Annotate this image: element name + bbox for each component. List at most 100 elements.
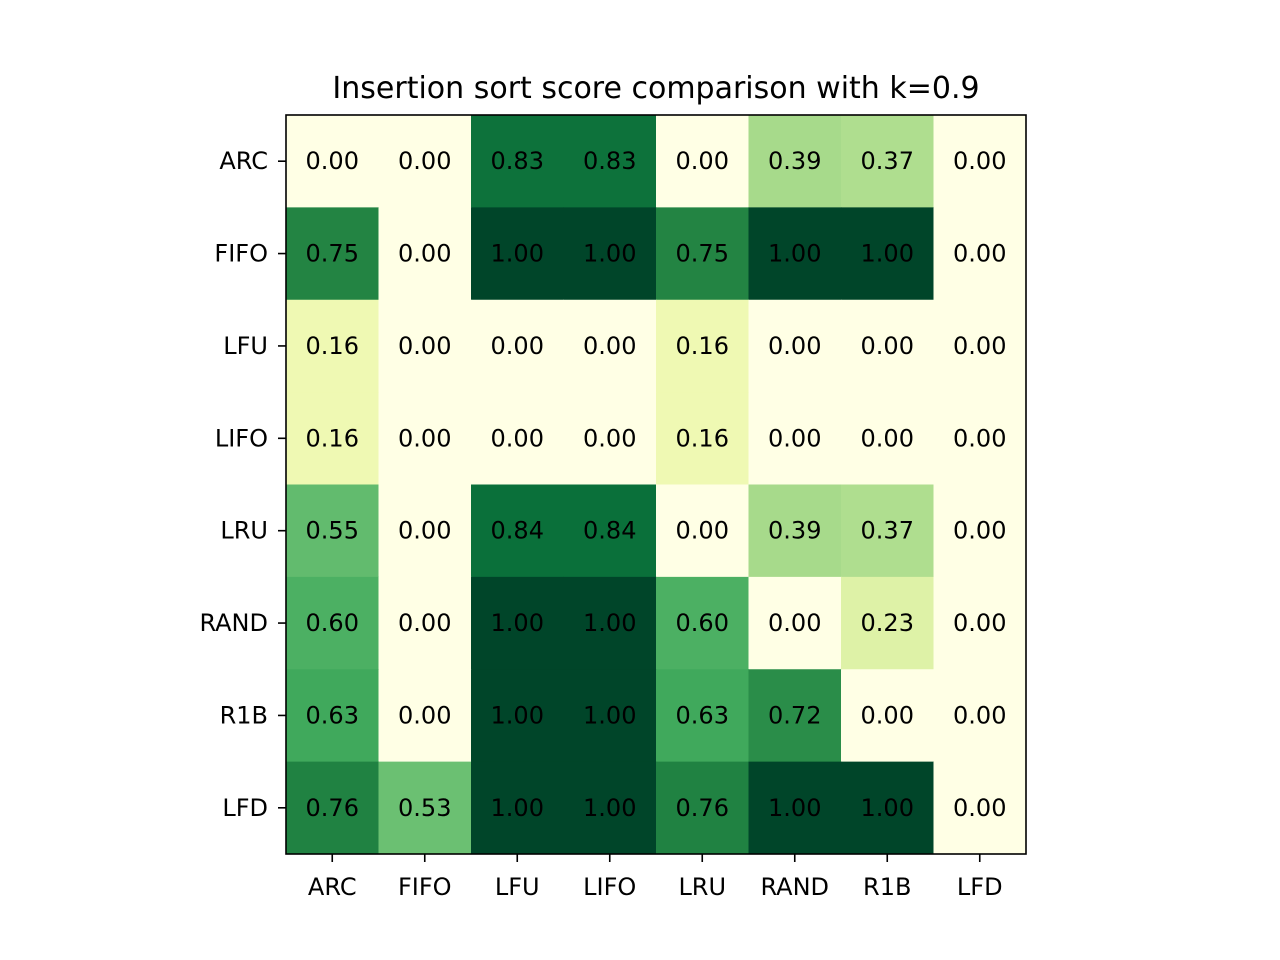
heatmap-cell-value: 0.83 bbox=[583, 147, 636, 175]
y-tick-label: LFU bbox=[223, 332, 268, 360]
heatmap-cell-value: 0.00 bbox=[953, 517, 1006, 545]
heatmap-cell bbox=[656, 484, 749, 578]
heatmap-cell-value: 0.63 bbox=[676, 701, 729, 729]
heatmap-cell bbox=[286, 207, 379, 301]
heatmap-cell-value: 0.53 bbox=[398, 794, 451, 822]
y-tick-label: FIFO bbox=[214, 240, 268, 268]
heatmap-cell bbox=[563, 299, 657, 393]
heatmap-cell-value: 0.76 bbox=[306, 794, 359, 822]
heatmap-cell bbox=[656, 115, 749, 208]
heatmap-cell-value: 0.39 bbox=[768, 517, 821, 545]
heatmap-cell-value: 0.63 bbox=[306, 701, 359, 729]
heatmap-cell-value: 0.00 bbox=[953, 147, 1006, 175]
heatmap-cell-value: 1.00 bbox=[491, 609, 544, 637]
heatmap-cell bbox=[748, 299, 842, 393]
heatmap-cell bbox=[656, 669, 749, 763]
heatmap-cell-value: 1.00 bbox=[583, 609, 636, 637]
heatmap-cell bbox=[656, 576, 749, 670]
heatmap-cell-value: 0.00 bbox=[953, 332, 1006, 360]
heatmap-cell bbox=[748, 484, 842, 578]
heatmap-cell-value: 0.16 bbox=[676, 332, 729, 360]
heatmap-cell bbox=[563, 115, 657, 208]
heatmap-cell-value: 0.00 bbox=[491, 424, 544, 452]
heatmap-cell-value: 0.00 bbox=[306, 147, 359, 175]
x-tick-label: ARC bbox=[308, 873, 357, 901]
heatmap-cell bbox=[471, 484, 564, 578]
heatmap-cell bbox=[933, 392, 1027, 485]
heatmap-cell bbox=[748, 761, 842, 855]
heatmap-cell bbox=[471, 299, 564, 393]
heatmap-cell-value: 0.00 bbox=[768, 332, 821, 360]
heatmap-cell bbox=[471, 392, 564, 485]
heatmap-cell-value: 0.84 bbox=[583, 517, 636, 545]
heatmap-cell-value: 0.00 bbox=[861, 332, 914, 360]
heatmap-cell-value: 0.00 bbox=[491, 332, 544, 360]
heatmap-cell-value: 0.37 bbox=[861, 517, 914, 545]
heatmap-cell bbox=[378, 299, 472, 393]
heatmap-cell bbox=[286, 576, 379, 670]
heatmap-cell-value: 0.00 bbox=[953, 701, 1006, 729]
heatmap-cell-value: 0.75 bbox=[306, 240, 359, 268]
heatmap-cell bbox=[933, 115, 1027, 208]
heatmap-cell bbox=[841, 484, 934, 578]
heatmap-cell-value: 0.00 bbox=[398, 147, 451, 175]
heatmap-cell-value: 0.00 bbox=[768, 609, 821, 637]
heatmap-cell-value: 0.60 bbox=[676, 609, 729, 637]
heatmap-cell bbox=[471, 576, 564, 670]
heatmap-cell bbox=[933, 299, 1027, 393]
heatmap-cell-value: 0.37 bbox=[861, 147, 914, 175]
heatmap-cell bbox=[378, 392, 472, 485]
heatmap-cell bbox=[841, 115, 934, 208]
heatmap-cell-value: 0.16 bbox=[676, 424, 729, 452]
heatmap-cell bbox=[471, 115, 564, 208]
heatmap-cell bbox=[656, 207, 749, 301]
plot-frame bbox=[285, 114, 1027, 855]
heatmap-cell bbox=[933, 576, 1027, 670]
heatmap-cell bbox=[471, 669, 564, 763]
heatmap-cell-value: 0.55 bbox=[306, 517, 359, 545]
heatmap-cell-value: 1.00 bbox=[583, 240, 636, 268]
heatmap-cell bbox=[748, 115, 842, 208]
y-tick-label: LRU bbox=[220, 517, 268, 545]
heatmap-cell bbox=[563, 207, 657, 301]
heatmap-cell-value: 0.00 bbox=[861, 701, 914, 729]
heatmap-cell-value: 0.16 bbox=[306, 424, 359, 452]
heatmap-cell-value: 1.00 bbox=[861, 794, 914, 822]
heatmap-cell-value: 0.83 bbox=[491, 147, 544, 175]
y-tick-label: LIFO bbox=[215, 424, 268, 452]
heatmap-cell-value: 0.60 bbox=[306, 609, 359, 637]
y-tick-label: R1B bbox=[220, 701, 268, 729]
heatmap-cell-value: 1.00 bbox=[491, 794, 544, 822]
heatmap-cell-value: 0.00 bbox=[953, 424, 1006, 452]
x-tick-label: LFD bbox=[957, 873, 1003, 901]
heatmap-cell bbox=[563, 484, 657, 578]
heatmap-cell-value: 0.84 bbox=[491, 517, 544, 545]
heatmap-cell bbox=[841, 207, 934, 301]
heatmap-cell-value: 1.00 bbox=[583, 701, 636, 729]
heatmap-cell bbox=[748, 207, 842, 301]
heatmap-cell bbox=[656, 392, 749, 485]
heatmap-cell bbox=[933, 761, 1027, 855]
heatmap-cell-value: 0.00 bbox=[398, 332, 451, 360]
heatmap-cell bbox=[563, 669, 657, 763]
x-tick-label: RAND bbox=[760, 873, 829, 901]
heatmap-cell-value: 0.76 bbox=[676, 794, 729, 822]
heatmap-cell bbox=[286, 115, 379, 208]
heatmap-cell bbox=[378, 115, 472, 208]
heatmap-cell-value: 0.00 bbox=[768, 424, 821, 452]
heatmap-cell bbox=[378, 207, 472, 301]
chart-title: Insertion sort score comparison with k=0… bbox=[332, 71, 979, 106]
heatmap-cell-value: 0.00 bbox=[583, 424, 636, 452]
y-tick-label: ARC bbox=[219, 147, 268, 175]
heatmap-cell bbox=[933, 669, 1027, 763]
heatmap-cell bbox=[841, 392, 934, 485]
heatmap-cell bbox=[933, 207, 1027, 301]
heatmap-cell-value: 0.00 bbox=[398, 517, 451, 545]
heatmap-cell bbox=[656, 299, 749, 393]
heatmap-cell-value: 1.00 bbox=[583, 794, 636, 822]
heatmap-cell-value: 1.00 bbox=[491, 701, 544, 729]
heatmap-cell-value: 0.23 bbox=[861, 609, 914, 637]
heatmap-cell bbox=[286, 392, 379, 485]
heatmap-cell bbox=[841, 761, 934, 855]
